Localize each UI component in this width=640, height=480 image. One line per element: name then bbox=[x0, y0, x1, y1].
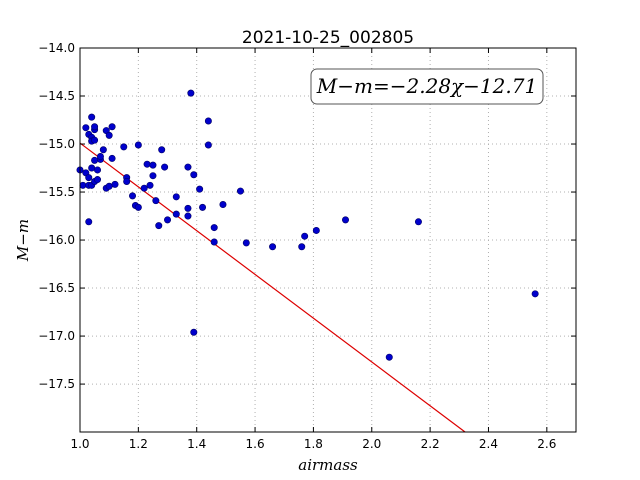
y-tick-label: −17.0 bbox=[38, 329, 75, 343]
data-point bbox=[149, 172, 157, 180]
data-point bbox=[184, 204, 192, 212]
data-point bbox=[88, 164, 96, 172]
fit-equation-text: M−m=−2.28χ−12.71 bbox=[316, 74, 537, 98]
data-point bbox=[196, 185, 204, 193]
data-point bbox=[236, 187, 244, 195]
data-point bbox=[204, 141, 212, 149]
y-tick-label: −15.0 bbox=[38, 137, 75, 151]
data-point bbox=[172, 193, 180, 201]
data-point bbox=[94, 166, 102, 174]
data-point bbox=[219, 201, 227, 209]
data-point bbox=[161, 163, 169, 171]
data-point bbox=[91, 136, 99, 144]
data-point bbox=[190, 328, 198, 336]
y-tick-label: −14.0 bbox=[38, 41, 75, 55]
data-point bbox=[143, 160, 151, 168]
ticks-layer: 1.0 1.2 1.4 1.6 1.8 2.0 2.2 2.4 2.6 −14.0 −14.5 −15… bbox=[38, 41, 576, 451]
data-point bbox=[146, 181, 154, 189]
data-point bbox=[155, 222, 163, 230]
data-point bbox=[94, 176, 102, 184]
data-point bbox=[301, 232, 309, 240]
data-point bbox=[184, 163, 192, 171]
data-point bbox=[269, 243, 277, 251]
data-point bbox=[187, 89, 195, 97]
data-point bbox=[172, 210, 180, 218]
data-point bbox=[108, 154, 116, 162]
data-point bbox=[85, 218, 93, 226]
fit-equation-frame bbox=[310, 68, 544, 105]
x-axis-label: airmass bbox=[298, 456, 358, 474]
data-point bbox=[96, 153, 104, 161]
y-tick-label: −14.5 bbox=[38, 89, 75, 103]
data-point bbox=[134, 203, 142, 211]
x-tick-label: 1.6 bbox=[246, 437, 265, 451]
data-point bbox=[82, 124, 90, 132]
fit-equation-box: M−m=−2.28χ−12.71 bbox=[310, 68, 544, 105]
data-points-layer bbox=[76, 89, 539, 361]
chart-title: 2021-10-25_002805 bbox=[242, 28, 414, 48]
y-tick-label: −16.0 bbox=[38, 233, 75, 247]
data-point bbox=[111, 180, 119, 188]
x-tick-label: 2.6 bbox=[537, 437, 556, 451]
x-tick-label: 1.8 bbox=[304, 437, 323, 451]
data-point bbox=[91, 156, 99, 164]
data-point bbox=[105, 182, 113, 190]
data-point bbox=[312, 226, 320, 234]
data-point bbox=[91, 123, 99, 131]
data-point bbox=[531, 290, 539, 298]
x-tick-label: 1.2 bbox=[129, 437, 148, 451]
data-point bbox=[108, 123, 116, 131]
y-tick-label: −16.5 bbox=[38, 281, 75, 295]
data-point bbox=[123, 177, 131, 185]
data-point bbox=[342, 216, 350, 224]
data-point bbox=[120, 143, 128, 151]
data-point bbox=[152, 197, 160, 205]
x-tick-label: 2.4 bbox=[479, 437, 498, 451]
data-point bbox=[85, 174, 93, 182]
data-point bbox=[204, 117, 212, 125]
data-point bbox=[164, 216, 172, 224]
data-point bbox=[88, 113, 96, 121]
data-point bbox=[158, 146, 166, 154]
data-point bbox=[414, 218, 422, 226]
data-point bbox=[242, 239, 250, 247]
y-tick-label: −15.5 bbox=[38, 185, 75, 199]
x-tick-label: 2.0 bbox=[362, 437, 381, 451]
data-point bbox=[79, 181, 87, 189]
data-point bbox=[190, 171, 198, 179]
data-point bbox=[210, 238, 218, 246]
data-point bbox=[210, 224, 218, 232]
x-tick-label: 1.0 bbox=[70, 437, 89, 451]
data-point bbox=[99, 146, 107, 154]
data-point bbox=[184, 212, 192, 220]
data-point bbox=[149, 161, 157, 169]
data-point bbox=[129, 192, 137, 200]
data-point bbox=[298, 243, 306, 251]
y-tick-label: −17.5 bbox=[38, 377, 75, 391]
x-tick-label: 1.4 bbox=[187, 437, 206, 451]
x-tick-label: 2.2 bbox=[421, 437, 440, 451]
data-point bbox=[134, 141, 142, 149]
data-point bbox=[105, 131, 113, 139]
data-point bbox=[199, 203, 207, 211]
data-point bbox=[140, 184, 148, 192]
data-point bbox=[385, 353, 393, 361]
y-axis-label: M−m bbox=[14, 219, 32, 262]
